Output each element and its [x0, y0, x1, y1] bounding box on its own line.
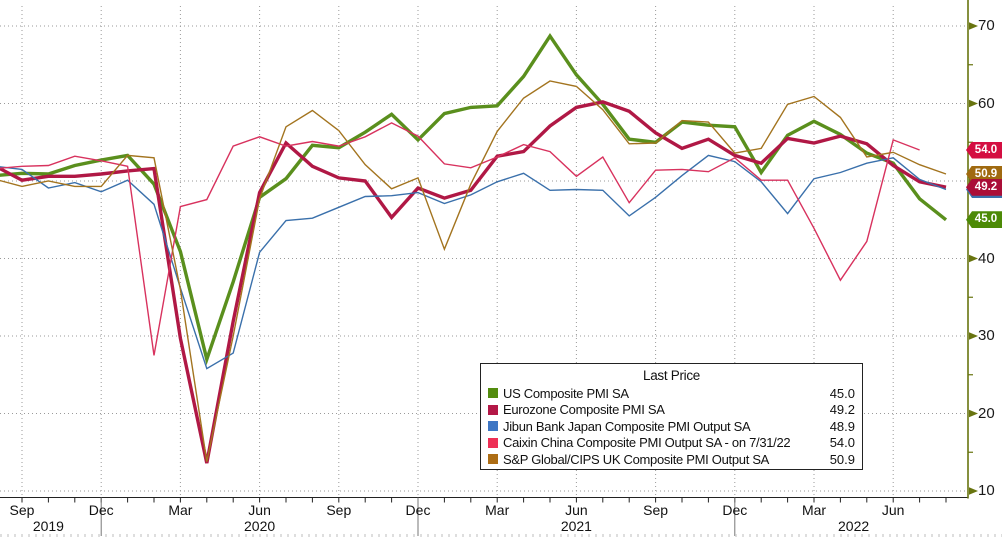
- legend-label: Caixin China Composite PMI Output SA - o…: [503, 435, 791, 451]
- series-line-s&p: [0, 80, 947, 462]
- x-month-label: Dec: [405, 502, 431, 518]
- bottom-clipped-row-artifact: [0, 534, 1002, 537]
- uk-series-swatch: [488, 454, 498, 465]
- y-tick-label: 40: [978, 249, 995, 267]
- last-price-badge: 49.2: [966, 178, 1002, 196]
- y-tick-arrow: [969, 99, 978, 108]
- legend-value: 45.0: [829, 385, 855, 401]
- last-price-badge: 50.9: [966, 165, 1002, 183]
- legend-row-eurozone[interactable]: Eurozone Composite PMI SA 49.2: [488, 402, 855, 419]
- x-month-label: Dec: [88, 502, 114, 518]
- legend-box: Last Price US Composite PMI SA 45.0 Euro…: [480, 363, 863, 470]
- legend-value: 54.0: [829, 435, 855, 451]
- china-series-swatch: [488, 437, 498, 448]
- x-month-label: Jun: [881, 502, 905, 518]
- y-tick-arrow: [969, 487, 978, 495]
- x-year-label: 2020: [244, 518, 276, 534]
- series-line-caixin: [0, 122, 920, 356]
- x-month-label: Mar: [485, 502, 510, 518]
- y-tick-label: 10: [978, 482, 995, 499]
- legend-label: US Composite PMI SA: [503, 385, 629, 401]
- legend-row-us[interactable]: US Composite PMI SA 45.0: [488, 385, 855, 402]
- series-line-eurozone: [0, 100, 947, 464]
- x-month-label: Sep: [643, 502, 669, 518]
- eurozone-series-swatch: [488, 404, 498, 415]
- legend-value: 49.2: [829, 402, 855, 418]
- us-series-swatch: [488, 388, 498, 399]
- y-tick-label: 60: [978, 94, 995, 112]
- legend-value: 48.9: [829, 418, 855, 434]
- x-month-label: Sep: [9, 502, 35, 518]
- y-tick-arrow: [969, 332, 978, 340]
- legend-label: Jibun Bank Japan Composite PMI Output SA: [503, 418, 751, 434]
- last-price-badge: 45.0: [966, 211, 1002, 229]
- x-month-label: Sep: [326, 502, 352, 518]
- x-month-label: Jun: [248, 502, 271, 518]
- x-month-label: Dec: [722, 502, 748, 518]
- y-tick-label: 20: [978, 404, 995, 422]
- x-year-label: 2021: [560, 518, 592, 534]
- last-price-badge: 54.0: [966, 141, 1002, 159]
- y-tick-arrow: [969, 254, 978, 263]
- legend-label: S&P Global/CIPS UK Composite PMI Output …: [503, 451, 770, 467]
- y-tick-label: 70: [978, 17, 995, 34]
- legend-row-china[interactable]: Caixin China Composite PMI Output SA - o…: [488, 435, 855, 452]
- series-line-jibun: [0, 154, 947, 370]
- x-year-label: 2019: [32, 518, 64, 534]
- series-line-us: [0, 33, 948, 366]
- x-month-label: Mar: [168, 502, 193, 518]
- y-tick-arrow: [969, 409, 978, 418]
- japan-series-swatch: [488, 421, 498, 432]
- x-month-label: Mar: [801, 502, 827, 518]
- y-tick-arrow: [969, 22, 978, 30]
- legend-row-uk[interactable]: S&P Global/CIPS UK Composite PMI Output …: [488, 451, 855, 468]
- x-month-label: Jun: [565, 502, 588, 518]
- legend-title: Last Price: [642, 368, 701, 383]
- legend-row-japan[interactable]: Jibun Bank Japan Composite PMI Output SA…: [488, 418, 855, 435]
- legend-value: 50.9: [829, 451, 855, 467]
- x-year-label: 2022: [838, 518, 870, 534]
- legend-label: Eurozone Composite PMI SA: [503, 402, 665, 418]
- y-tick-label: 30: [978, 327, 995, 344]
